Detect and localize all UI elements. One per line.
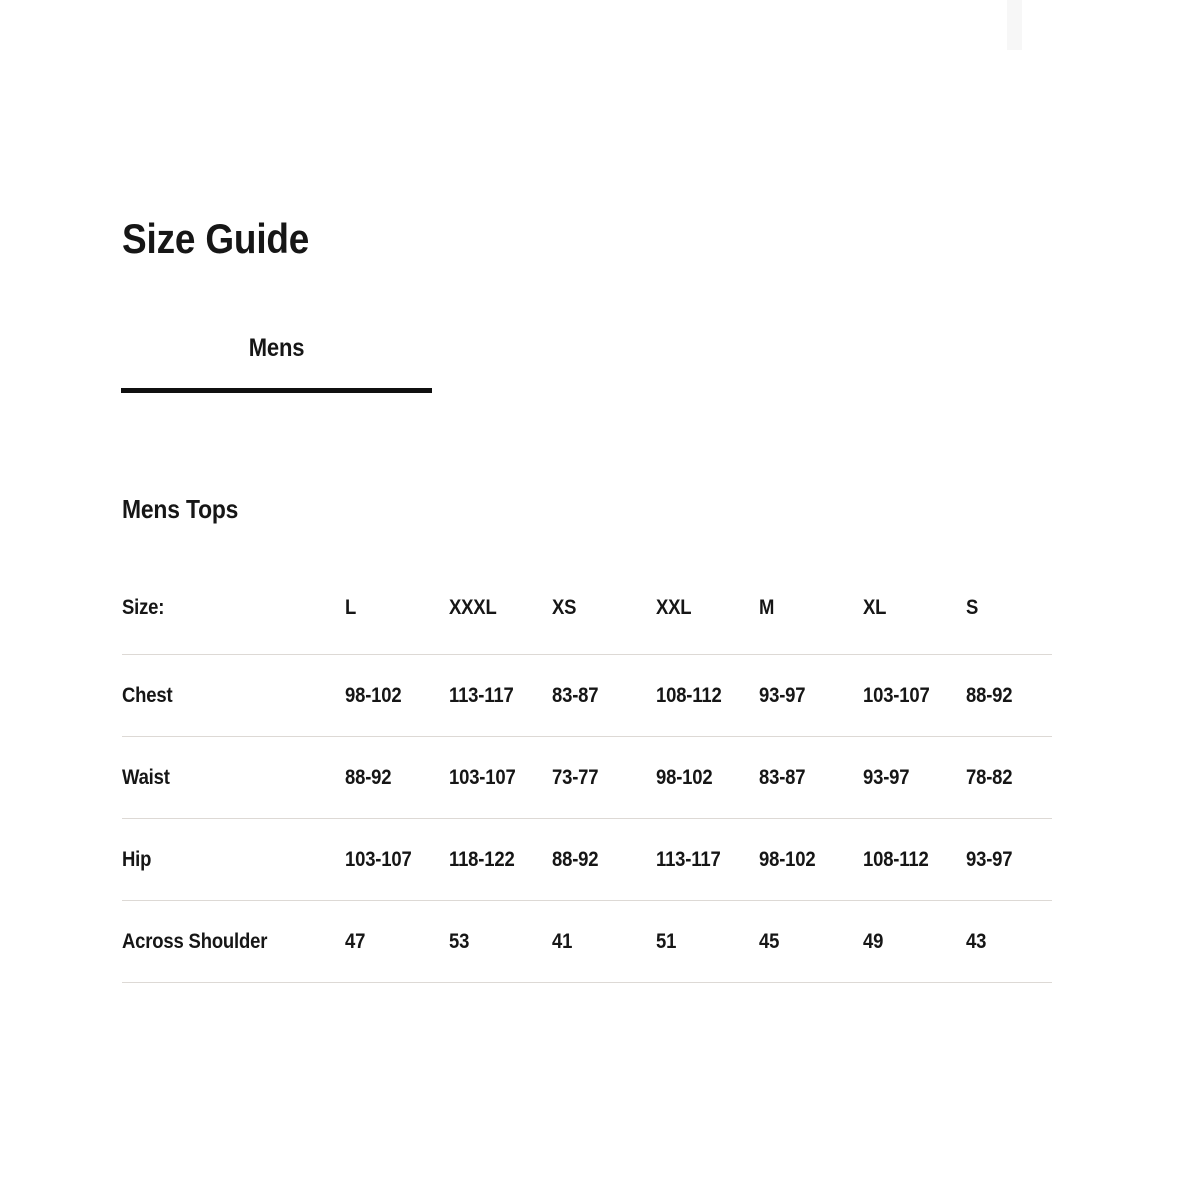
scrollbar-thumb[interactable]	[1007, 0, 1022, 50]
table-row-hip: Hip 103-107 118-122 88-92 113-117 98-102…	[122, 819, 1052, 901]
cell-value: 108-112	[655, 683, 722, 707]
row-label: Across Shoulder	[122, 929, 268, 953]
cell-value: 103-107	[448, 765, 516, 789]
tab-label: Mens	[248, 334, 305, 362]
cell-value: 98-102	[759, 847, 816, 871]
cell-value: 108-112	[862, 847, 929, 871]
column-header: XXXL	[448, 596, 497, 619]
table-header-row: Size: L XXXL XS XXL M XL S	[122, 575, 1052, 655]
cell-value: 118-122	[448, 847, 515, 871]
cell-value: 83-87	[552, 683, 599, 707]
section-heading-text: Mens Tops	[122, 494, 239, 524]
row-label: Hip	[122, 847, 152, 871]
cell-value: 98-102	[655, 765, 713, 789]
column-header: L	[345, 596, 357, 619]
cell-value: 47	[345, 929, 366, 953]
cell-value: 113-117	[655, 847, 721, 871]
cell-value: 113-117	[448, 683, 514, 707]
cell-value: 88-92	[345, 765, 392, 789]
cell-value: 51	[655, 929, 676, 953]
cell-value: 41	[552, 929, 573, 953]
cell-value: 103-107	[862, 683, 930, 707]
cell-value: 88-92	[552, 847, 599, 871]
cell-value: 53	[448, 929, 469, 953]
cell-value: 73-77	[552, 765, 599, 789]
column-header: M	[759, 596, 775, 619]
cell-value: 98-102	[345, 683, 402, 707]
table-row-waist: Waist 88-92 103-107 73-77 98-102 83-87 9…	[122, 737, 1052, 819]
cell-value: 45	[759, 929, 780, 953]
cell-value: 93-97	[759, 683, 806, 707]
cell-value: 93-97	[966, 847, 1013, 871]
cell-value: 88-92	[966, 683, 1013, 707]
table-row-across-shoulder: Across Shoulder 47 53 41 51 45 49 43	[122, 901, 1052, 983]
cell-value: 78-82	[966, 765, 1013, 789]
cell-value: 49	[862, 929, 883, 953]
cell-value: 93-97	[862, 765, 910, 789]
cell-value: 43	[966, 929, 987, 953]
row-label: Chest	[122, 683, 173, 707]
header-size-label: Size:	[122, 596, 165, 619]
column-header: XXL	[655, 596, 692, 619]
table-row-chest: Chest 98-102 113-117 83-87 108-112 93-97…	[122, 655, 1052, 737]
size-table: Size: L XXXL XS XXL M XL S Chest 98-102 …	[122, 575, 1052, 983]
page-title: Size Guide	[122, 218, 335, 260]
active-tab-underline	[121, 388, 432, 393]
page-title-text: Size Guide	[122, 215, 310, 262]
row-label: Waist	[122, 765, 170, 789]
cell-value: 103-107	[345, 847, 412, 871]
tab-mens[interactable]: Mens	[121, 330, 432, 393]
column-header: XS	[552, 596, 577, 619]
column-header: XL	[862, 596, 886, 619]
cell-value: 83-87	[759, 765, 806, 789]
section-heading: Mens Tops	[122, 496, 254, 522]
column-header: S	[966, 596, 979, 619]
